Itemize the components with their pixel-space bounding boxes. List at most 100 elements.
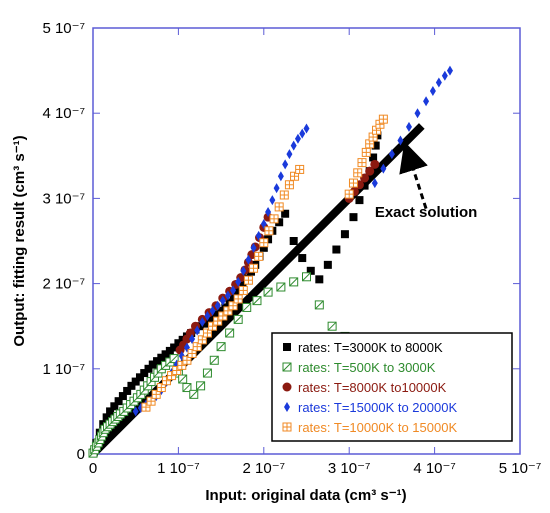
- data-point: [238, 285, 248, 295]
- data-point: [127, 381, 136, 390]
- data-point: [228, 301, 238, 311]
- legend-label: rates: T=500K to 3000K: [298, 360, 436, 375]
- data-point: [223, 306, 233, 316]
- y-tick-label: 1 10⁻⁷: [42, 361, 85, 378]
- data-point: [290, 140, 297, 151]
- data-point: [169, 354, 179, 364]
- data-point: [204, 317, 213, 326]
- data-point: [282, 382, 292, 392]
- data-point: [378, 114, 388, 124]
- data-point: [274, 202, 284, 212]
- data-point: [192, 342, 202, 352]
- data-point: [135, 373, 144, 382]
- data-point: [254, 251, 264, 261]
- data-point: [290, 171, 300, 181]
- data-point: [153, 357, 162, 366]
- data-point: [429, 86, 436, 97]
- data-point: [234, 288, 243, 297]
- data-point: [161, 376, 171, 386]
- legend: rates: T=3000K to 8000K rates: T=500K to …: [271, 332, 513, 442]
- data-point: [140, 369, 149, 378]
- data-point: [144, 364, 153, 373]
- data-point: [110, 402, 119, 411]
- data-point: [189, 333, 196, 344]
- data-point: [289, 237, 298, 245]
- data-point: [208, 321, 218, 331]
- legend-label: rates: T=10000K to 15000K: [298, 420, 457, 435]
- data-point: [182, 355, 192, 365]
- plot-frame: [92, 27, 521, 455]
- x-tick-label: 5 10⁻⁷: [499, 460, 542, 477]
- data-point: [243, 275, 253, 285]
- data-point: [284, 402, 290, 412]
- data-point: [245, 254, 252, 265]
- data-point: [233, 294, 243, 304]
- data-point: [235, 276, 242, 287]
- data-point: [230, 285, 237, 296]
- data-point: [282, 422, 292, 432]
- data-point: [178, 374, 188, 384]
- data-point: [172, 366, 182, 376]
- data-point: [282, 159, 289, 170]
- data-point: [423, 96, 430, 107]
- x-axis-label: Input: original data (cm³ s⁻¹): [205, 487, 406, 504]
- data-point: [177, 360, 187, 370]
- data-point: [277, 171, 284, 182]
- data-point: [114, 397, 123, 406]
- data-point: [151, 389, 161, 399]
- data-point: [314, 300, 324, 310]
- data-point: [441, 70, 448, 81]
- data-point: [225, 328, 235, 338]
- data-point: [348, 178, 358, 188]
- data-point: [199, 316, 206, 327]
- data-point: [182, 383, 192, 393]
- data-point: [148, 360, 157, 369]
- data-point: [388, 149, 395, 160]
- data-point: [299, 128, 306, 139]
- data-point: [344, 189, 354, 199]
- data-point: [369, 153, 378, 162]
- data-point: [327, 321, 337, 331]
- data-point: [197, 335, 207, 345]
- data-point: [216, 342, 226, 352]
- data-point: [165, 346, 174, 355]
- data-point: [371, 141, 380, 150]
- data-point: [298, 254, 307, 263]
- data-point: [252, 296, 262, 306]
- data-point: [106, 407, 115, 416]
- data-point: [250, 242, 257, 253]
- data-point: [161, 350, 170, 359]
- data-point: [209, 355, 219, 365]
- data-point: [167, 371, 177, 381]
- annotation: Exact solution: [375, 141, 477, 221]
- y-tick-label: 4 10⁻⁷: [42, 105, 85, 122]
- y-tick-label: 0: [77, 446, 85, 463]
- data-point: [340, 230, 349, 239]
- data-point: [269, 214, 279, 224]
- data-point: [194, 325, 201, 336]
- data-point: [146, 396, 156, 406]
- data-point: [435, 77, 442, 88]
- x-tick-label: 1 10⁻⁷: [157, 460, 200, 477]
- data-point: [273, 183, 280, 194]
- legend-label: rates: T=15000K to 20000K: [298, 400, 457, 415]
- data-point: [202, 368, 212, 378]
- data-point: [284, 180, 294, 190]
- data-point: [286, 149, 293, 160]
- data-point: [269, 195, 276, 206]
- x-tick-label: 4 10⁻⁷: [413, 460, 456, 477]
- axis-ticks: 0 1 10⁻⁷ 2 10⁻⁷ 3 10⁻⁷ 4 10⁻⁷ 5 10⁻⁷ 0 1 10⁻⁷ 2 …: [42, 20, 541, 477]
- legend-label: rates: T=8000K to10000K: [298, 380, 447, 395]
- data-point: [365, 166, 375, 176]
- data-point: [102, 413, 111, 422]
- data-point: [295, 164, 305, 174]
- data-point: [156, 383, 166, 393]
- series-group: [88, 272, 350, 458]
- data-point: [141, 402, 151, 412]
- data-point: [353, 168, 363, 178]
- data-point: [263, 287, 273, 297]
- y-tick-label: 5 10⁻⁷: [42, 20, 85, 37]
- data-point: [123, 386, 132, 395]
- data-point: [213, 316, 223, 326]
- data-point: [214, 300, 221, 311]
